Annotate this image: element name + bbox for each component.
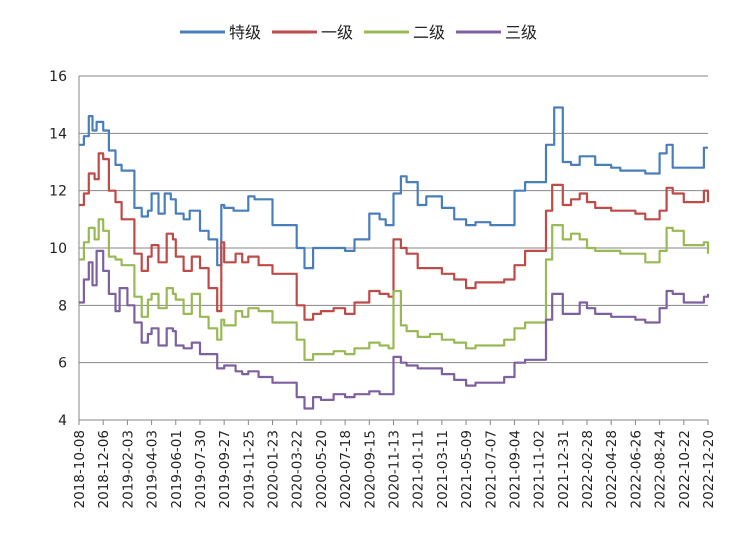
x-tick-label: 2018-10-08 [72,430,88,508]
x-tick-label: 2022-12-20 [701,430,717,508]
y-tick-label: 16 [49,69,67,85]
x-tick-label: 2020-07-18 [338,430,354,508]
x-tick-label: 2022-02-28 [580,430,596,508]
x-tick-label: 2018-12-06 [96,430,112,508]
x-tick-label: 2022-08-24 [653,430,669,508]
y-tick-label: 14 [49,126,67,142]
x-tick-label: 2022-06-26 [628,430,644,508]
series-lines [79,106,710,410]
series-line-3 [79,218,710,361]
x-tick-label: 2021-07-07 [483,430,499,508]
y-tick-label: 6 [58,356,67,372]
x-tick-label: 2020-03-22 [290,430,306,508]
x-tick-label: 2021-12-31 [556,430,572,508]
x-tick-label: 2019-04-03 [145,430,161,508]
x-tick-label: 2021-05-09 [459,430,475,508]
legend-label-1: 特级 [229,23,261,42]
x-tick-label: 2021-01-11 [411,430,427,508]
series-line-4 [79,249,710,410]
x-tick-label: 2020-09-15 [362,430,378,508]
y-axis-ticks: 4 6 8 10 12 14 16 [49,69,67,429]
x-tick-label: 2019-11-25 [241,430,257,508]
x-tick-label: 2020-01-23 [266,430,282,508]
x-tick-label: 2020-05-20 [314,430,330,508]
series-line-1 [79,106,708,270]
y-tick-label: 8 [58,298,67,314]
legend: 特级 一级 二级 三级 [180,23,537,42]
x-tick-label: 2021-03-11 [435,430,451,508]
x-tick-label: 2019-02-03 [120,430,136,508]
x-tick-label: 2019-06-01 [169,430,185,508]
y-tick-label: 12 [49,184,67,200]
x-axis-ticks: 2018-10-08 2018-12-06 2019-02-03 2019-04-03… [72,420,717,508]
x-tick-label: 2020-11-13 [387,430,403,508]
x-tick-label: 2019-07-30 [193,430,209,508]
x-tick-label: 2022-10-22 [677,430,693,508]
y-tick-label: 10 [49,241,67,257]
x-tick-label: 2021-11-02 [532,430,548,508]
y-tick-label: 4 [58,413,67,429]
legend-label-2: 一级 [321,23,353,42]
series-line-2 [79,152,710,321]
legend-label-3: 二级 [413,23,445,42]
legend-label-4: 三级 [505,23,537,42]
x-tick-label: 2019-09-27 [217,430,233,508]
x-tick-label: 2021-09-04 [507,430,523,508]
x-tick-label: 2022-04-28 [604,430,620,508]
